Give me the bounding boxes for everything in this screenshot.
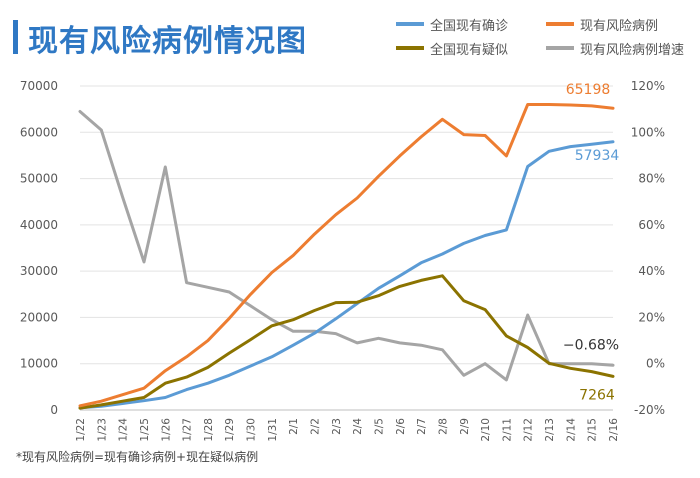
legend-item-risk: 现有风险病例 xyxy=(546,14,658,34)
y-right-tick-label: -20% xyxy=(634,403,665,417)
legend-item-confirmed: 全国现有确诊 xyxy=(396,14,508,34)
x-tick-label: 2/4 xyxy=(352,418,364,435)
series-line-1 xyxy=(78,103,615,408)
title-accent-bar xyxy=(13,20,18,54)
y-left-tick-label: 40000 xyxy=(20,218,58,232)
x-tick-label: 1/27 xyxy=(182,418,194,442)
legend-item-suspected: 全国现有疑似 xyxy=(396,38,508,58)
legend-item-growth: 现有风险病例增速 xyxy=(546,38,684,58)
x-tick-label: 2/5 xyxy=(373,418,385,435)
y-right-tick-label: 60% xyxy=(638,218,665,232)
legend-label-suspected: 全国现有疑似 xyxy=(430,42,509,58)
x-tick-label: 2/8 xyxy=(437,418,449,435)
x-tick-label: 2/2 xyxy=(310,418,322,435)
legend-swatch-risk xyxy=(546,22,574,26)
x-tick-label: 1/22 xyxy=(75,418,87,442)
y-right-tick-label: 120% xyxy=(631,79,665,93)
x-tick-label: 1/29 xyxy=(224,418,236,442)
y-right-tick-label: 0% xyxy=(646,357,665,371)
x-tick-label: 2/16 xyxy=(608,418,620,442)
x-tick-label: 1/23 xyxy=(96,418,108,442)
series-line-2 xyxy=(78,274,615,410)
chart-legend: 全国现有确诊 现有风险病例 全国现有疑似 现有风险病例增速 xyxy=(396,14,696,60)
y-right-tick-label: 100% xyxy=(631,125,665,139)
x-tick-label: 2/7 xyxy=(416,418,428,435)
footnote: *现有风险病例=现有确诊病例+现在疑似病例 xyxy=(16,450,259,464)
data-label: 65198 xyxy=(566,82,611,98)
data-label: 57934 xyxy=(575,148,620,164)
legend-swatch-confirmed xyxy=(396,22,424,26)
legend-label-confirmed: 全国现有确诊 xyxy=(430,18,509,34)
y-left-tick-label: 70000 xyxy=(20,79,58,93)
x-tick-label: 1/28 xyxy=(203,418,215,442)
x-tick-label: 2/6 xyxy=(395,418,407,435)
page-title: 现有风险病例情况图 xyxy=(28,24,307,59)
x-tick-label: 1/25 xyxy=(139,418,151,442)
legend-label-growth: 现有风险病例增速 xyxy=(580,42,685,58)
y-right-tick-label: 80% xyxy=(638,172,665,186)
legend-swatch-suspected xyxy=(396,46,424,50)
legend-swatch-growth xyxy=(546,46,574,50)
series-line-3 xyxy=(78,110,615,382)
x-tick-label: 1/30 xyxy=(246,418,258,442)
x-tick-label: 2/3 xyxy=(331,418,343,435)
x-tick-label: 2/12 xyxy=(523,418,535,442)
y-left-tick-label: 60000 xyxy=(20,125,58,139)
x-tick-label: 2/9 xyxy=(459,418,471,435)
x-tick-label: 2/15 xyxy=(587,418,599,442)
y-right-tick-label: 40% xyxy=(638,264,665,278)
x-tick-label: 2/11 xyxy=(501,418,513,442)
y-left-tick-label: 50000 xyxy=(20,172,58,186)
x-tick-label: 1/26 xyxy=(160,418,172,442)
data-label: −0.68% xyxy=(563,337,619,353)
x-tick-label: 1/31 xyxy=(267,418,279,442)
y-left-tick-label: 0 xyxy=(50,403,58,417)
x-tick-label: 2/13 xyxy=(544,418,556,442)
x-tick-label: 2/14 xyxy=(565,418,577,442)
y-left-tick-label: 20000 xyxy=(20,310,58,324)
legend-label-risk: 现有风险病例 xyxy=(580,18,659,34)
y-left-tick-label: 30000 xyxy=(20,264,58,278)
data-label: 7264 xyxy=(579,387,615,403)
x-tick-label: 2/10 xyxy=(480,418,492,442)
x-tick-label: 2/1 xyxy=(288,418,300,435)
series-line-0 xyxy=(78,140,615,410)
x-tick-label: 1/24 xyxy=(118,418,130,442)
y-right-tick-label: 20% xyxy=(638,310,665,324)
y-left-tick-label: 10000 xyxy=(20,357,58,371)
